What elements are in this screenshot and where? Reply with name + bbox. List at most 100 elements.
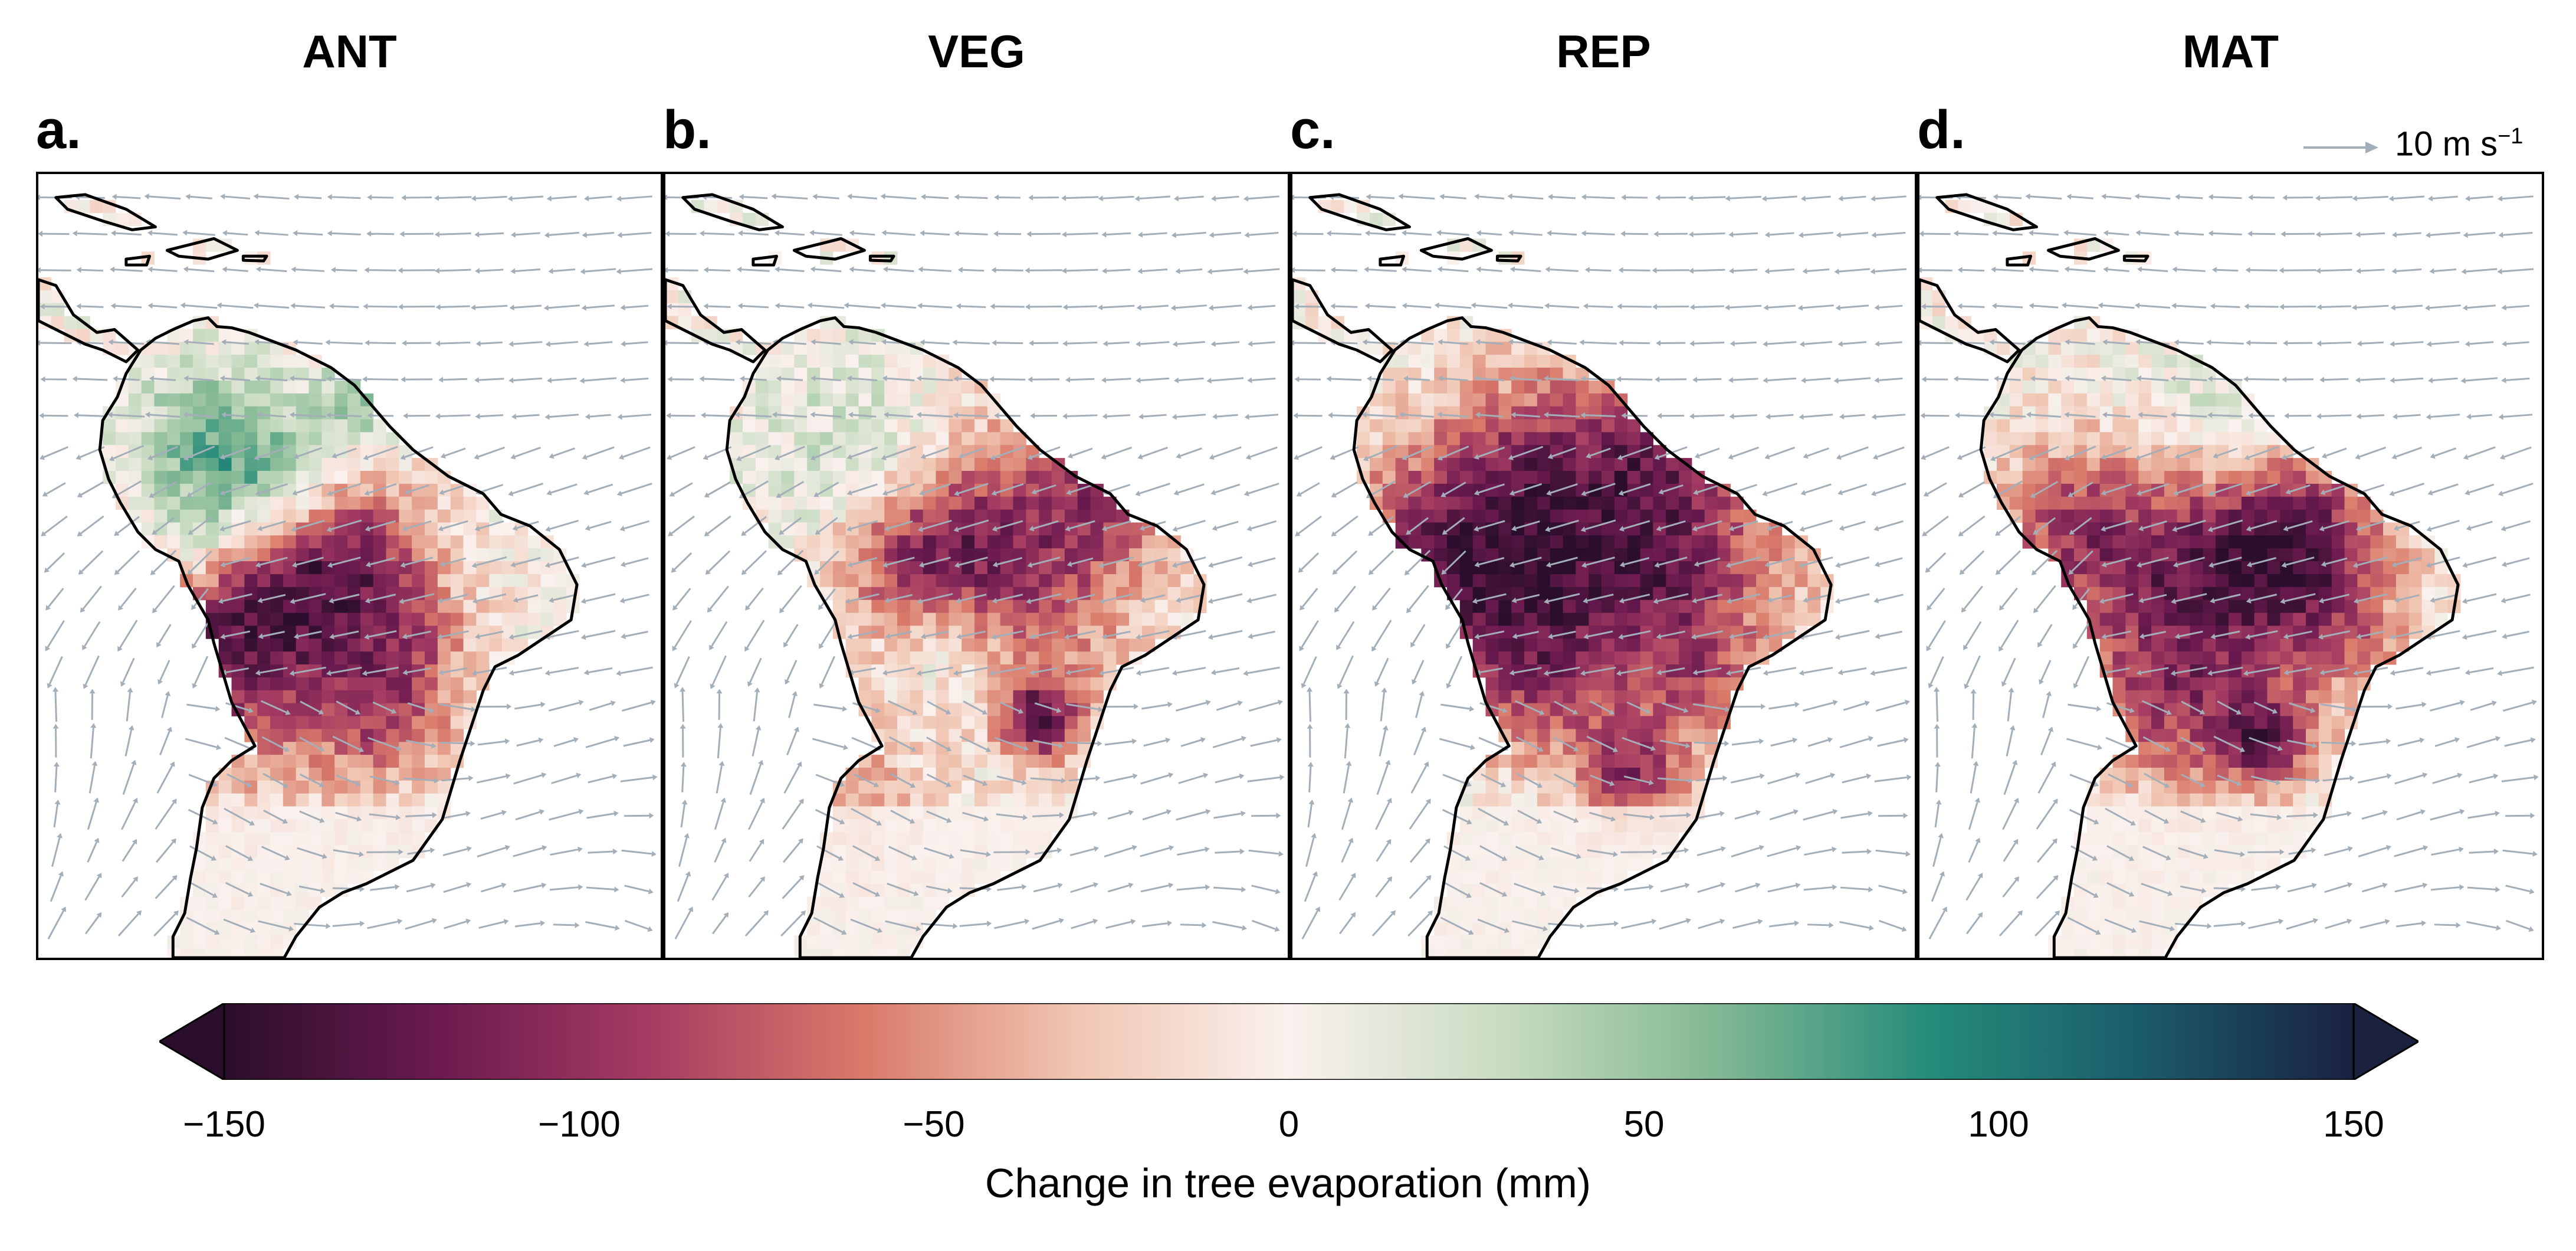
wind-arrow [846, 483, 878, 496]
wind-arrow [815, 880, 845, 898]
grid-cell [437, 548, 451, 562]
grid-cell [1743, 600, 1757, 614]
grid-cell [321, 535, 335, 549]
grid-cell [154, 509, 168, 523]
grid-cell [858, 858, 872, 872]
grid-cell [1679, 535, 1692, 549]
wind-arrow [621, 630, 648, 640]
wind-arrow [963, 700, 987, 715]
wind-arrow [1656, 340, 1686, 346]
grid-cell [283, 509, 297, 523]
wind-arrow [1622, 736, 1656, 751]
grid-cell [218, 496, 232, 510]
grid-cell [2241, 587, 2255, 601]
grid-cell [1807, 561, 1821, 575]
wind-arrow [1878, 919, 1907, 932]
grid-cell [2254, 458, 2268, 471]
evaporation-grid [665, 199, 1207, 958]
grid-cell [2009, 406, 2023, 420]
grid-cell [309, 858, 322, 872]
grid-cell [962, 509, 975, 523]
grid-cell [231, 613, 245, 626]
grid-cell [540, 587, 554, 601]
grid-cell [2138, 703, 2152, 716]
wind-arrow [927, 700, 951, 715]
grid-cell [1077, 535, 1091, 549]
grid-cell [2216, 690, 2229, 704]
grid-cell [476, 613, 490, 626]
map-panel-veg [663, 172, 1290, 960]
grid-cell [987, 819, 1001, 833]
grid-cell [832, 574, 846, 588]
grid-cell [2267, 509, 2280, 523]
grid-cell [399, 793, 412, 807]
grid-cell [871, 251, 885, 265]
grid-cell [270, 535, 284, 549]
grid-cell [820, 574, 833, 588]
grid-cell [2138, 638, 2152, 652]
grid-cell [360, 587, 374, 601]
grid-cell [1984, 445, 1997, 459]
grid-cell [257, 432, 271, 446]
grid-cell [180, 458, 193, 471]
wind-arrow [671, 552, 693, 573]
wind-arrow [40, 303, 67, 310]
grid-cell [2421, 613, 2435, 626]
grid-cell [193, 883, 206, 898]
wind-arrow [1838, 195, 1866, 202]
grid-cell [1602, 832, 1615, 846]
wind-arrow [777, 549, 804, 575]
wind-arrow [365, 594, 396, 604]
grid-cell [2203, 432, 2216, 446]
wind-arrow [1554, 700, 1579, 715]
grid-cell [1064, 716, 1078, 729]
grid-cell [180, 445, 193, 459]
grid-cell [2293, 458, 2306, 471]
wind-arrow [1376, 759, 1391, 795]
grid-cell [871, 845, 885, 859]
grid-cell [832, 909, 846, 923]
grid-cell [2177, 587, 2191, 601]
grid-cell [1421, 380, 1435, 394]
grid-cell [858, 419, 872, 433]
wind-arrow [1331, 515, 1358, 536]
wind-arrow [405, 812, 437, 818]
grid-cell [1026, 767, 1039, 781]
grid-cell [974, 561, 988, 575]
grid-cell [309, 690, 322, 704]
grid-cell [321, 780, 335, 794]
grid-cell [1563, 380, 1576, 394]
grid-cell [1052, 677, 1065, 691]
grid-cell [897, 742, 911, 755]
grid-cell [1666, 793, 1679, 807]
grid-cell [1382, 419, 1396, 433]
grid-cell [755, 380, 769, 394]
grid-cell [1039, 767, 1052, 781]
wind-arrow [152, 585, 175, 614]
grid-cell [962, 883, 975, 898]
grid-cell [845, 509, 859, 523]
grid-cell [2151, 729, 2165, 742]
grid-cell [1614, 587, 1628, 601]
wind-arrow [1248, 340, 1275, 347]
grid-cell [1679, 664, 1692, 678]
grid-cell [1524, 470, 1538, 484]
grid-cell [768, 432, 782, 446]
grid-cell [1563, 755, 1576, 768]
grid-cell [974, 587, 988, 601]
grid-cell [2125, 406, 2139, 420]
grid-cell [244, 613, 258, 626]
grid-cell [360, 483, 374, 497]
grid-cell [1614, 548, 1628, 562]
wind-arrow [618, 446, 651, 460]
wind-arrow [1364, 230, 1396, 237]
grid-cell [38, 303, 52, 317]
wind-arrow [1107, 882, 1134, 893]
grid-cell [897, 948, 911, 958]
wind-arrow [1030, 777, 1067, 784]
wind-arrow [1587, 849, 1619, 857]
grid-cell [974, 458, 988, 471]
grid-cell [244, 406, 258, 420]
grid-cell [1781, 587, 1796, 601]
wind-arrow [1098, 666, 1134, 676]
